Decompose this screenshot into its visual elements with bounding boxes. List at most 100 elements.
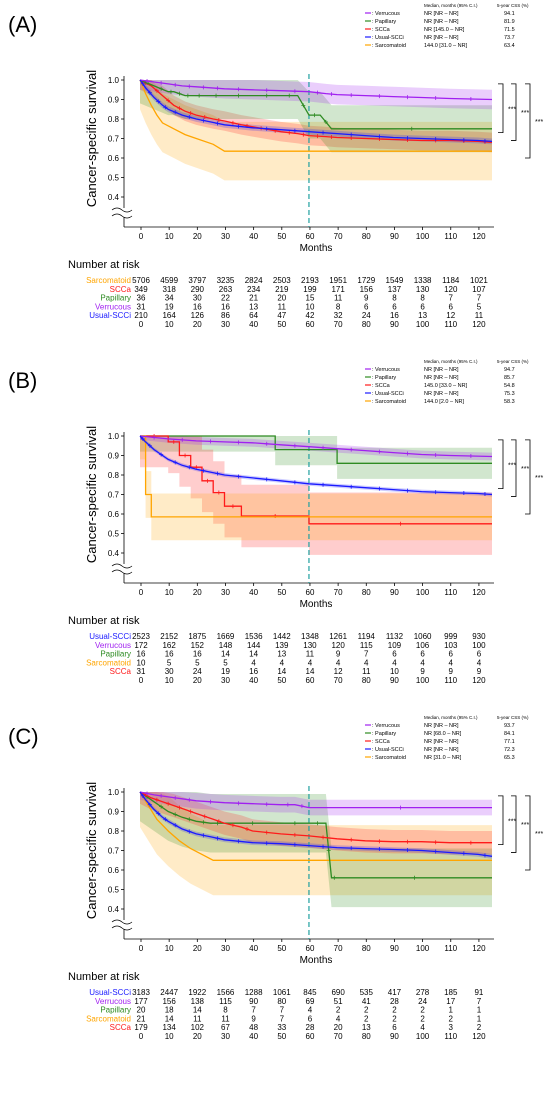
risk-cell: 690 <box>331 988 345 997</box>
legend-css-papillary: 84.1 <box>504 731 515 737</box>
legend-label-scca: : SCCa <box>372 27 391 33</box>
ci-band-scca <box>140 80 492 153</box>
censor-mark-usual-scci <box>482 138 487 143</box>
risk-cell: 22 <box>221 294 230 303</box>
risk-cell: 9 <box>477 667 482 676</box>
risk-cell: 2193 <box>301 276 319 285</box>
legend-median-sarcomatoid: NR [31.0 – NR] <box>424 755 462 761</box>
risk-cell: 34 <box>165 294 174 303</box>
km-curve-papillary <box>140 435 492 464</box>
censor-mark-usual-scci <box>349 132 354 137</box>
censor-mark-papillary <box>312 113 317 118</box>
risk-x-tick-label: 90 <box>390 1032 399 1041</box>
censor-mark-usual-scci <box>187 115 192 120</box>
risk-cell: 185 <box>444 988 458 997</box>
ci-band-papillary <box>140 436 492 479</box>
x-tick-label: 100 <box>416 232 430 241</box>
risk-cell: 3797 <box>188 276 206 285</box>
censor-mark-usual-scci <box>349 846 354 851</box>
censor-mark-papillary <box>292 821 297 826</box>
censor-mark-usual-scci <box>461 851 466 856</box>
x-tick-label: 10 <box>165 232 174 241</box>
risk-cell: 6 <box>420 650 425 659</box>
risk-cell: 1549 <box>386 276 404 285</box>
risk-cell: 8 <box>336 302 341 311</box>
ci-band-sarcomatoid <box>140 436 492 541</box>
censor-mark-papillary <box>326 848 331 853</box>
legend-median-scca: NR [145.0 – NR] <box>424 27 465 33</box>
risk-row-label-papillary: Papillary <box>100 650 131 659</box>
risk-cell: 11 <box>334 294 343 303</box>
y-tick-label: 0.5 <box>108 174 120 183</box>
censor-mark-usual-scci <box>321 482 326 487</box>
censor-mark-scca <box>230 823 235 828</box>
risk-cell: 1729 <box>357 276 375 285</box>
censor-mark-usual-scci <box>264 841 269 846</box>
censor-mark-scca <box>301 132 306 137</box>
risk-cell: 36 <box>137 294 146 303</box>
risk-cell: 11 <box>475 311 484 320</box>
risk-cell: 130 <box>303 641 317 650</box>
risk-x-tick-label: 10 <box>165 1032 174 1041</box>
legend-css-verrucous: 94.7 <box>504 367 515 373</box>
significance-stars: *** <box>508 818 516 825</box>
legend-median-usual-scci: NR [NR – NR] <box>424 747 459 753</box>
censor-mark-papillary <box>187 817 192 822</box>
legend-css-verrucous: 94.1 <box>504 11 515 17</box>
risk-cell: 177 <box>134 997 148 1006</box>
risk-cell: 162 <box>162 641 176 650</box>
censor-mark-scca <box>349 136 354 141</box>
x-tick-label: 100 <box>416 944 430 953</box>
km-curve-sarcomatoid <box>139 791 492 861</box>
risk-cell: 18 <box>165 1006 174 1015</box>
legend-label-verrucous: : Verrucous <box>372 367 400 373</box>
significance-bracket <box>511 83 517 141</box>
censor-mark-usual-scci <box>236 124 241 129</box>
censor-mark-scca <box>177 106 182 111</box>
x-axis-label: Months <box>300 243 333 254</box>
censor-mark-usual-scci <box>147 90 152 95</box>
ci-band-scca <box>140 436 492 555</box>
legend-css-sarcomatoid: 65.3 <box>504 755 515 761</box>
censor-mark-usual-scci <box>433 849 438 854</box>
legend-label-verrucous: : Verrucous <box>372 723 400 729</box>
risk-cell: 4 <box>420 1023 425 1032</box>
y-tick-label: 0.9 <box>108 96 120 105</box>
risk-cell: 64 <box>249 311 258 320</box>
censor-mark-verrucous <box>349 93 354 98</box>
risk-cell: 144 <box>247 641 261 650</box>
legend-median-verrucous: NR [NR – NR] <box>424 11 459 17</box>
x-axis-label: Months <box>300 599 333 610</box>
censor-mark-scca <box>230 504 235 509</box>
risk-cell: 5 <box>167 658 172 667</box>
censor-mark-usual-scci <box>482 492 487 497</box>
risk-x-tick-label: 70 <box>334 320 343 329</box>
risk-cell: 28 <box>306 1023 315 1032</box>
risk-cell: 21 <box>249 294 258 303</box>
legend-label-sarcomatoid: : Sarcomatoid <box>372 43 406 49</box>
y-tick-label: 0.4 <box>108 193 120 202</box>
significance-stars: *** <box>521 466 529 473</box>
censor-mark-verrucous <box>292 443 297 448</box>
censor-mark-papillary <box>301 103 306 108</box>
censor-mark-papillary <box>159 804 164 809</box>
risk-cell: 15 <box>306 294 315 303</box>
legend-label-sarcomatoid: : Sarcomatoid <box>372 399 406 405</box>
risk-cell: 91 <box>474 988 483 997</box>
axis-break-icon <box>111 919 133 931</box>
censor-mark-usual-scci <box>215 121 220 126</box>
risk-cell: 16 <box>390 311 399 320</box>
risk-cell: 2 <box>420 1006 425 1015</box>
x-tick-label: 30 <box>221 944 230 953</box>
risk-cell: 278 <box>416 988 430 997</box>
risk-cell: 47 <box>277 311 286 320</box>
censor-mark-usual-scci <box>405 848 410 853</box>
risk-cell: 24 <box>418 997 427 1006</box>
risk-cell: 8 <box>420 294 425 303</box>
risk-cell: 4 <box>336 1014 341 1023</box>
ci-band-verrucous <box>140 792 492 816</box>
censor-mark-verrucous <box>173 82 178 87</box>
risk-x-tick-label: 20 <box>193 320 202 329</box>
risk-cell: 1875 <box>188 632 206 641</box>
legend-median-usual-scci: NR [NR – NR] <box>424 35 459 41</box>
